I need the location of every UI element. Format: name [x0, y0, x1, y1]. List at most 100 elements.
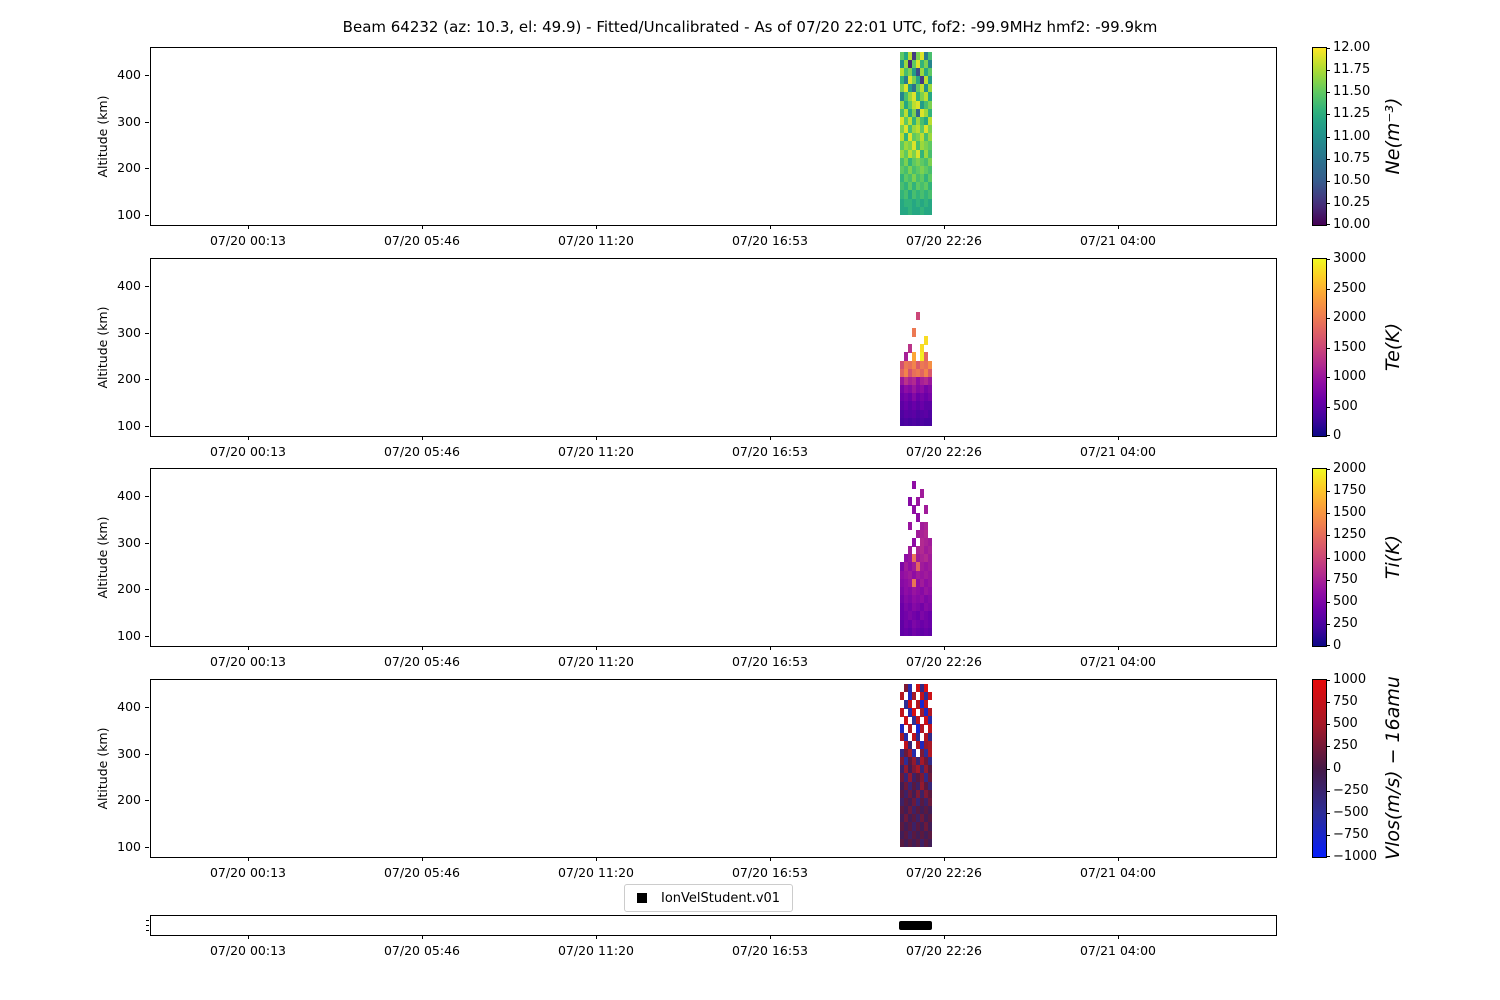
heatmap-cell [915, 100, 921, 110]
heatmap-cell [919, 182, 925, 191]
heatmap-cell [915, 603, 921, 612]
heatmap-cell [899, 603, 905, 612]
heatmap-cell [899, 724, 905, 734]
colorbar-tick-mark [1326, 202, 1330, 204]
y-tick-mark [145, 215, 149, 216]
heatmap-cell [907, 603, 913, 612]
heatmap-cell [899, 393, 905, 402]
x-tick-mark [422, 225, 423, 229]
heatmap-cell [915, 732, 921, 742]
x-tick-mark [248, 225, 249, 229]
x-tick-label: 07/21 04:00 [1079, 444, 1157, 459]
strip-tick-mark [146, 930, 149, 931]
heatmap-cell [899, 586, 905, 596]
colorbar-tick-mark [1326, 579, 1330, 581]
heatmap-cell [899, 149, 905, 159]
heatmap-cell [919, 368, 925, 378]
panel-te-heatmap[interactable]: 07/20 00:13 07/20 05:46 07/20 11:20 07/20 1… [95, 258, 1277, 459]
heatmap-cell [911, 806, 917, 815]
colorbar-tick-label: 250 [1333, 738, 1358, 754]
heatmap-cell [923, 757, 929, 766]
heatmap-cell [903, 806, 909, 815]
y-tick-label: 300 [117, 324, 141, 340]
heatmap-cell [919, 699, 925, 709]
colorbar-tick-label: 10.25 [1333, 194, 1371, 210]
heatmap-cell [919, 174, 925, 183]
heatmap-cell [899, 409, 905, 419]
heatmap-cell [927, 570, 933, 580]
heatmap-cell [903, 51, 909, 61]
panel-vlos-heatmap[interactable]: 07/20 00:13 07/20 05:46 07/20 11:20 07/20 1… [95, 679, 1277, 880]
heatmap-cell [915, 822, 921, 832]
heatmap-cell [907, 611, 913, 621]
colorbar-tick-label: 750 [1333, 571, 1358, 587]
x-tick-mark [596, 935, 597, 939]
y-tick-mark [145, 74, 149, 76]
heatmap-cell [927, 417, 933, 427]
colorbar-tick-mark [1326, 406, 1330, 408]
y-tick-mark [145, 800, 149, 802]
heatmap-cell [915, 125, 921, 134]
heatmap-cell [923, 133, 929, 142]
heatmap-cell [915, 311, 921, 321]
colorbar-tick-label: 1750 [1333, 483, 1367, 499]
heatmap-cell [923, 546, 929, 555]
heatmap-cell [903, 732, 909, 742]
heatmap-cell [907, 740, 913, 750]
heatmap-cell [903, 76, 909, 85]
y-axis-label: Altitude (km) [94, 95, 110, 177]
heatmap-cell [907, 748, 913, 758]
y-axis-label: Altitude (km) [94, 516, 110, 598]
heatmap-cell [899, 385, 905, 394]
heatmap-cell [923, 393, 929, 402]
x-tick-mark [248, 646, 249, 650]
heatmap-cell [911, 480, 917, 490]
strip-tick-mark [146, 920, 149, 921]
heatmap-cell [915, 838, 921, 848]
heatmap-cell [911, 562, 917, 572]
heatmap-cell [927, 190, 933, 200]
y-tick-mark [145, 426, 149, 427]
heatmap-cell [919, 116, 925, 126]
heatmap-cell [899, 182, 905, 191]
heatmap-cell [899, 595, 905, 604]
data-availability-strip[interactable]: 07/20 00:13 07/20 05:46 07/20 11:20 07/20 1… [146, 915, 1277, 958]
heatmap-cell [919, 84, 925, 93]
x-tick-mark [944, 935, 945, 939]
heatmap-cell [903, 554, 909, 563]
x-tick-mark [944, 857, 945, 861]
plot-title: Beam 64232 (az: 10.3, el: 49.9) - Fitted… [342, 18, 1158, 36]
colorbar-tick-mark [1326, 856, 1330, 857]
heatmap-cell [911, 611, 917, 621]
heatmap-cell [915, 806, 921, 815]
heatmap-cell [907, 141, 913, 151]
heatmap-cell [911, 59, 917, 69]
panel-ti-heatmap[interactable]: 07/20 00:13 07/20 05:46 07/20 11:20 07/20 1… [95, 468, 1277, 669]
heatmap-cell [915, 108, 921, 118]
heatmap-cell [903, 627, 909, 637]
heatmap-cell [899, 198, 905, 208]
heatmap-cell [911, 76, 917, 85]
heatmap-cell [919, 611, 925, 621]
heatmap-cell [915, 497, 921, 506]
panel-ne-heatmap[interactable]: 07/20 00:13 07/20 05:46 07/20 11:20 07/20 1… [95, 47, 1277, 248]
x-tick-mark [944, 646, 945, 650]
heatmap-cell [927, 748, 933, 758]
colorbar-ti: 2000 1750 1500 1250 1000 750 500 250 0 Ti(K) [1312, 461, 1404, 653]
heatmap-cell [927, 206, 933, 216]
heatmap-cell [903, 59, 909, 69]
x-tick-mark [422, 646, 423, 650]
colorbar-tick-label: 1250 [1333, 527, 1367, 543]
x-tick-mark [1118, 646, 1119, 650]
heatmap-cell [911, 748, 917, 758]
heatmap-cell [915, 393, 921, 402]
heatmap-cell [919, 578, 925, 588]
heatmap-cell [899, 376, 905, 386]
x-tick-label: 07/20 00:13 [209, 654, 287, 669]
heatmap-cell [899, 141, 905, 151]
heatmap-cell [903, 125, 909, 134]
heatmap-cell [899, 748, 905, 758]
colorbar-te: 3000 2500 2000 1500 1000 500 0 Te(K) [1312, 251, 1404, 443]
y-tick-mark [145, 379, 149, 381]
heatmap-cell [927, 806, 933, 815]
